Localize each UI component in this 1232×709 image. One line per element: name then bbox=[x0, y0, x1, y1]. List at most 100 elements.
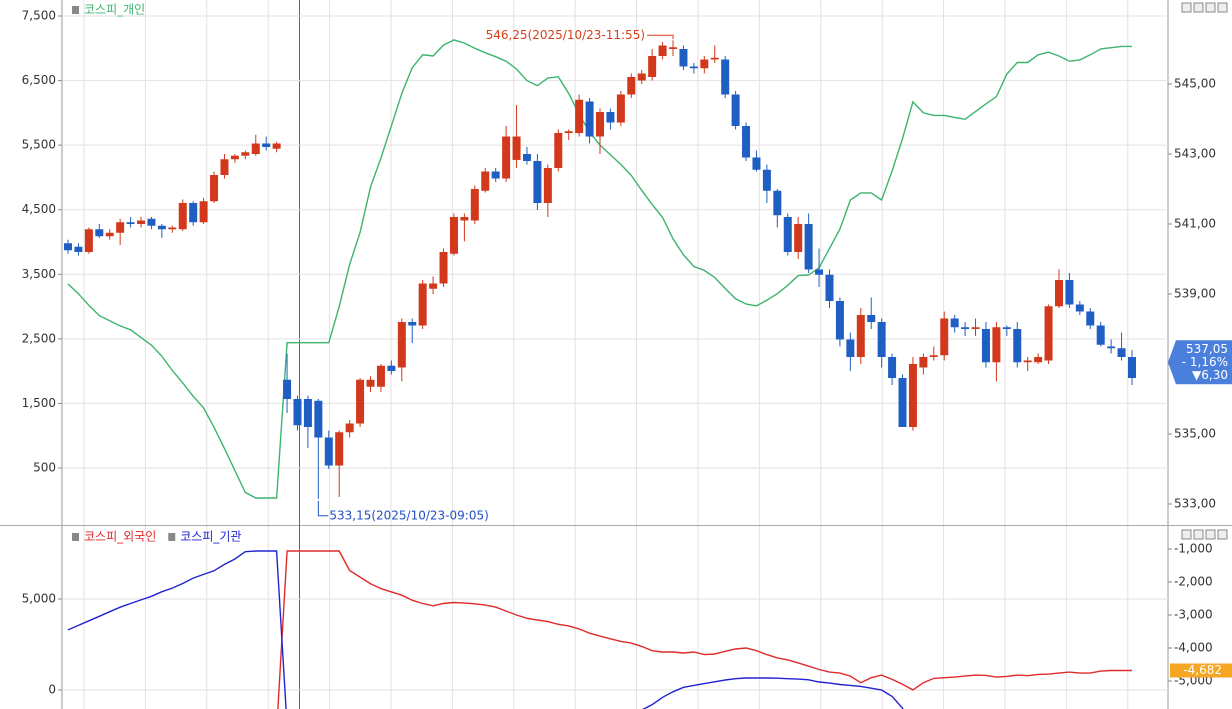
candle-body bbox=[491, 171, 500, 179]
candle-body bbox=[543, 168, 552, 203]
candle-body bbox=[888, 357, 897, 378]
candle-body bbox=[157, 225, 166, 230]
candle-body bbox=[533, 161, 542, 203]
candle-body bbox=[783, 217, 792, 252]
candle-body bbox=[460, 217, 469, 221]
candle-body bbox=[324, 437, 333, 466]
series-line bbox=[277, 550, 1132, 709]
candle-body bbox=[408, 322, 417, 326]
candle-body bbox=[1002, 327, 1011, 329]
candle-body bbox=[929, 355, 938, 357]
control-button[interactable] bbox=[1217, 529, 1228, 540]
candle-body bbox=[335, 432, 344, 466]
y-tick-label: 6,500 bbox=[22, 73, 56, 87]
candle-body bbox=[126, 222, 135, 224]
last-value-label: -4,682 bbox=[1183, 663, 1222, 677]
candle-body bbox=[877, 322, 886, 357]
candle-body bbox=[522, 154, 531, 161]
candle-body bbox=[564, 131, 573, 133]
candle-body bbox=[1054, 280, 1063, 307]
candle-body bbox=[241, 152, 250, 156]
candle-body bbox=[689, 66, 698, 69]
price-tag bbox=[1168, 340, 1232, 385]
candle-body bbox=[418, 283, 427, 326]
y2-tick-label: -4,000 bbox=[1174, 641, 1213, 655]
candle-body bbox=[283, 379, 292, 399]
control-button[interactable] bbox=[1181, 529, 1192, 540]
candle-body bbox=[773, 190, 782, 216]
panel-controls[interactable] bbox=[1181, 2, 1228, 540]
candle-body bbox=[116, 222, 125, 233]
legend-label: 코스피_개인 bbox=[84, 3, 145, 17]
candle-body bbox=[387, 365, 396, 371]
candle-body bbox=[919, 357, 928, 368]
series-line bbox=[67, 550, 904, 709]
legend-label: 코스피_기관 bbox=[180, 530, 241, 544]
candle-body bbox=[84, 229, 93, 252]
candle-body bbox=[481, 171, 490, 191]
candle-body bbox=[981, 329, 990, 363]
candle-body bbox=[105, 232, 114, 237]
candle-body bbox=[178, 203, 187, 230]
candle-body bbox=[1075, 304, 1084, 312]
y2-tick-label: 533,00 bbox=[1174, 497, 1216, 511]
candle-body bbox=[449, 217, 458, 254]
y-tick-label: 1,500 bbox=[22, 396, 56, 410]
candle-body bbox=[376, 365, 385, 387]
y2-tick-label: -1,000 bbox=[1174, 542, 1213, 556]
y-tick-label: 3,500 bbox=[22, 267, 56, 281]
candle-body bbox=[168, 227, 177, 230]
y2-tick-label: -2,000 bbox=[1174, 575, 1213, 589]
candle-body bbox=[74, 246, 83, 252]
candle-body bbox=[220, 159, 229, 175]
candle-body bbox=[1065, 280, 1074, 305]
candle-body bbox=[1128, 357, 1136, 378]
candle-body bbox=[971, 327, 980, 329]
candle-body bbox=[648, 56, 657, 77]
candle-body bbox=[189, 203, 198, 223]
candle-body bbox=[199, 201, 208, 223]
y-tick-label: 2,500 bbox=[22, 331, 56, 345]
candle-body bbox=[137, 220, 146, 224]
candle-body bbox=[867, 315, 876, 322]
candle-body bbox=[1086, 311, 1095, 326]
candle-body bbox=[710, 57, 719, 60]
last-value-tag bbox=[1170, 663, 1232, 678]
y-tick-label: 0 bbox=[48, 682, 56, 696]
control-button[interactable] bbox=[1205, 529, 1216, 540]
candle-body bbox=[627, 77, 636, 95]
candle-body bbox=[470, 189, 479, 221]
candle-body bbox=[303, 399, 312, 427]
candle-body bbox=[397, 322, 406, 368]
candle-body bbox=[908, 364, 917, 427]
candle-body bbox=[950, 318, 959, 328]
control-button[interactable] bbox=[1193, 2, 1204, 13]
candle-body bbox=[679, 49, 688, 67]
candle-body bbox=[762, 169, 771, 191]
price-tag-change-pct: - 1,16% bbox=[1182, 355, 1228, 369]
candle-body bbox=[742, 126, 751, 158]
candle-body bbox=[752, 157, 761, 170]
control-button[interactable] bbox=[1181, 2, 1192, 13]
candle-body bbox=[846, 339, 855, 357]
legend-swatch bbox=[168, 533, 176, 541]
candle-body bbox=[835, 301, 844, 340]
price-tag-value: 537,05 bbox=[1186, 342, 1228, 356]
control-button[interactable] bbox=[1205, 2, 1216, 13]
candle-body bbox=[262, 143, 271, 147]
candle-body bbox=[272, 143, 281, 149]
y-tick-label: 500 bbox=[33, 460, 56, 474]
candle-body bbox=[210, 175, 219, 202]
annotation-pointer bbox=[647, 34, 674, 40]
annotation-label: 533,15(2025/10/23-09:05) bbox=[329, 508, 488, 522]
candle-body bbox=[95, 229, 104, 237]
candle-body bbox=[293, 399, 302, 426]
candle-body bbox=[575, 99, 584, 133]
y2-tick-label: 541,00 bbox=[1174, 217, 1216, 231]
control-button[interactable] bbox=[1217, 2, 1228, 13]
vertical-grid bbox=[83, 0, 1129, 709]
candle-body bbox=[502, 136, 511, 179]
candle-body bbox=[356, 379, 365, 424]
y-tick-label: 5,500 bbox=[22, 138, 56, 152]
control-button[interactable] bbox=[1193, 529, 1204, 540]
